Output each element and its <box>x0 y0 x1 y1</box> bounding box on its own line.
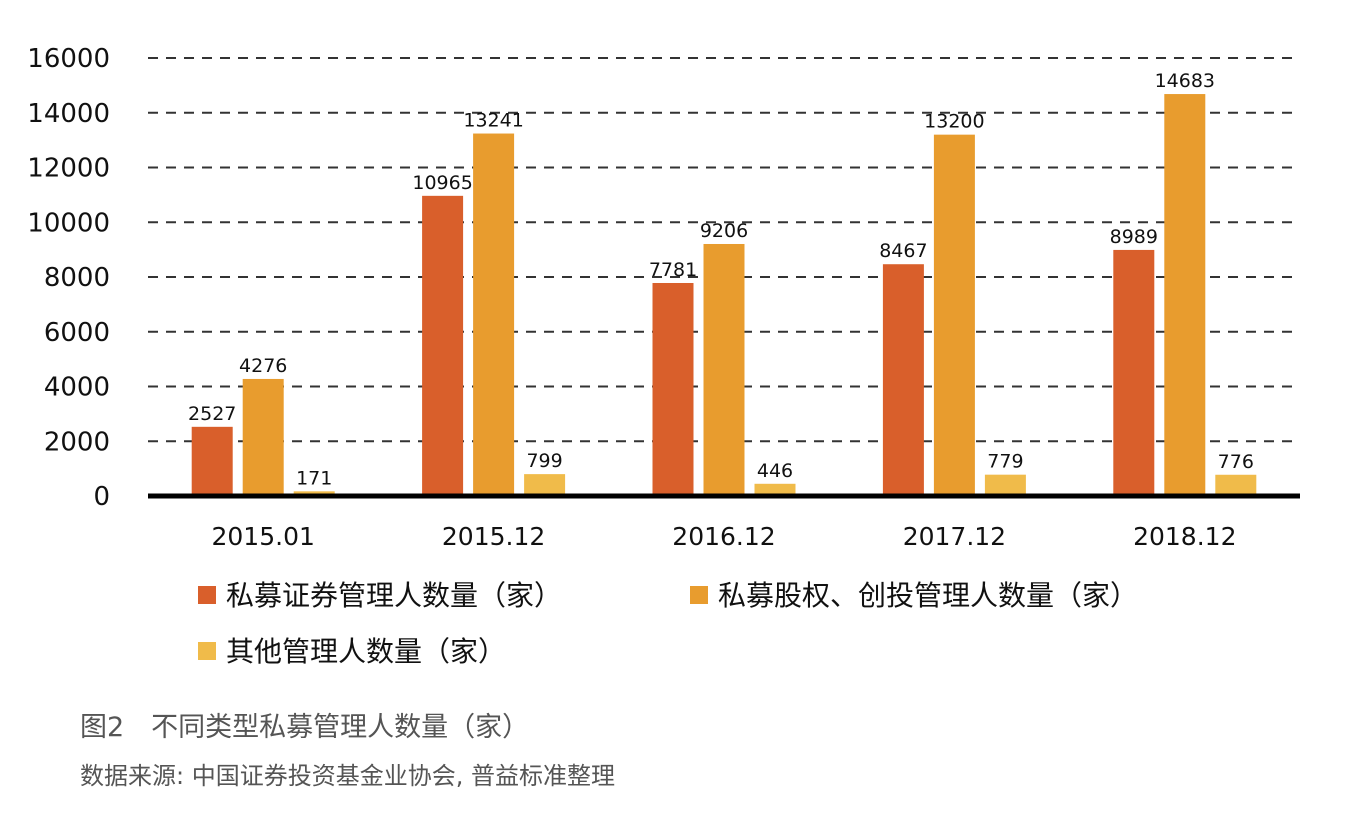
y-tick-label: 0 <box>93 482 110 512</box>
bar <box>652 282 694 496</box>
bar <box>1164 94 1206 497</box>
x-category-label: 2018.12 <box>1133 522 1236 551</box>
bar-value-label: 10965 <box>412 172 472 194</box>
y-tick-label: 14000 <box>27 99 110 129</box>
bar-value-label: 446 <box>757 460 793 482</box>
bar-value-label: 799 <box>526 450 562 472</box>
bar-value-label: 13241 <box>463 110 523 132</box>
y-tick-label: 10000 <box>27 208 110 238</box>
x-category-label: 2015.01 <box>212 522 315 551</box>
legend-swatch <box>690 586 708 604</box>
x-category-label: 2017.12 <box>903 522 1006 551</box>
legend-label: 私募股权、创投管理人数量（家） <box>718 579 1138 612</box>
bar-value-label: 4276 <box>239 355 287 377</box>
legend-label: 私募证券管理人数量（家） <box>226 579 562 612</box>
bar-value-label: 9206 <box>700 220 748 242</box>
bar <box>473 133 515 496</box>
bar-value-label: 779 <box>987 451 1023 473</box>
x-category-label: 2016.12 <box>672 522 775 551</box>
bar <box>1113 249 1155 496</box>
y-tick-label: 6000 <box>44 318 110 348</box>
legend: 私募证券管理人数量（家） 私募股权、创投管理人数量（家） 其他管理人数量（家） <box>198 579 1138 668</box>
legend-swatch <box>198 586 216 604</box>
x-axis-categories: 2015.01 2015.12 2016.12 2017.12 2018.12 <box>212 522 1237 551</box>
bar <box>703 243 745 496</box>
y-tick-label: 16000 <box>27 44 110 74</box>
legend-label: 其他管理人数量（家） <box>226 635 506 668</box>
bar-value-label: 7781 <box>649 259 697 281</box>
y-axis-ticks: 0 2000 4000 6000 8000 10000 12000 14000 16000 <box>27 44 110 512</box>
bars <box>191 94 1257 497</box>
legend-swatch <box>198 642 216 660</box>
bar <box>422 195 464 496</box>
y-tick-label: 2000 <box>44 427 110 457</box>
bar <box>524 474 566 496</box>
bar-value-label: 14683 <box>1155 70 1215 92</box>
bar-value-label: 8467 <box>879 240 927 262</box>
data-source: 数据来源: 中国证券投资基金业协会, 普益标准整理 <box>80 762 615 790</box>
bar <box>242 378 284 496</box>
bar <box>754 483 796 496</box>
bar <box>984 474 1026 496</box>
bar <box>191 426 233 496</box>
bar <box>933 134 975 496</box>
y-tick-label: 8000 <box>44 263 110 293</box>
bar-value-label: 13200 <box>924 111 984 133</box>
y-tick-label: 4000 <box>44 373 110 403</box>
bar <box>1215 474 1257 496</box>
y-tick-label: 12000 <box>27 154 110 184</box>
bar-value-label: 776 <box>1218 451 1254 473</box>
x-category-label: 2015.12 <box>442 522 545 551</box>
bar-value-label: 8989 <box>1110 226 1158 248</box>
bar-value-label: 2527 <box>188 403 236 425</box>
figure-caption: 图2 不同类型私募管理人数量（家） <box>80 712 529 743</box>
bar <box>882 264 924 496</box>
bar-value-label: 171 <box>296 467 332 489</box>
